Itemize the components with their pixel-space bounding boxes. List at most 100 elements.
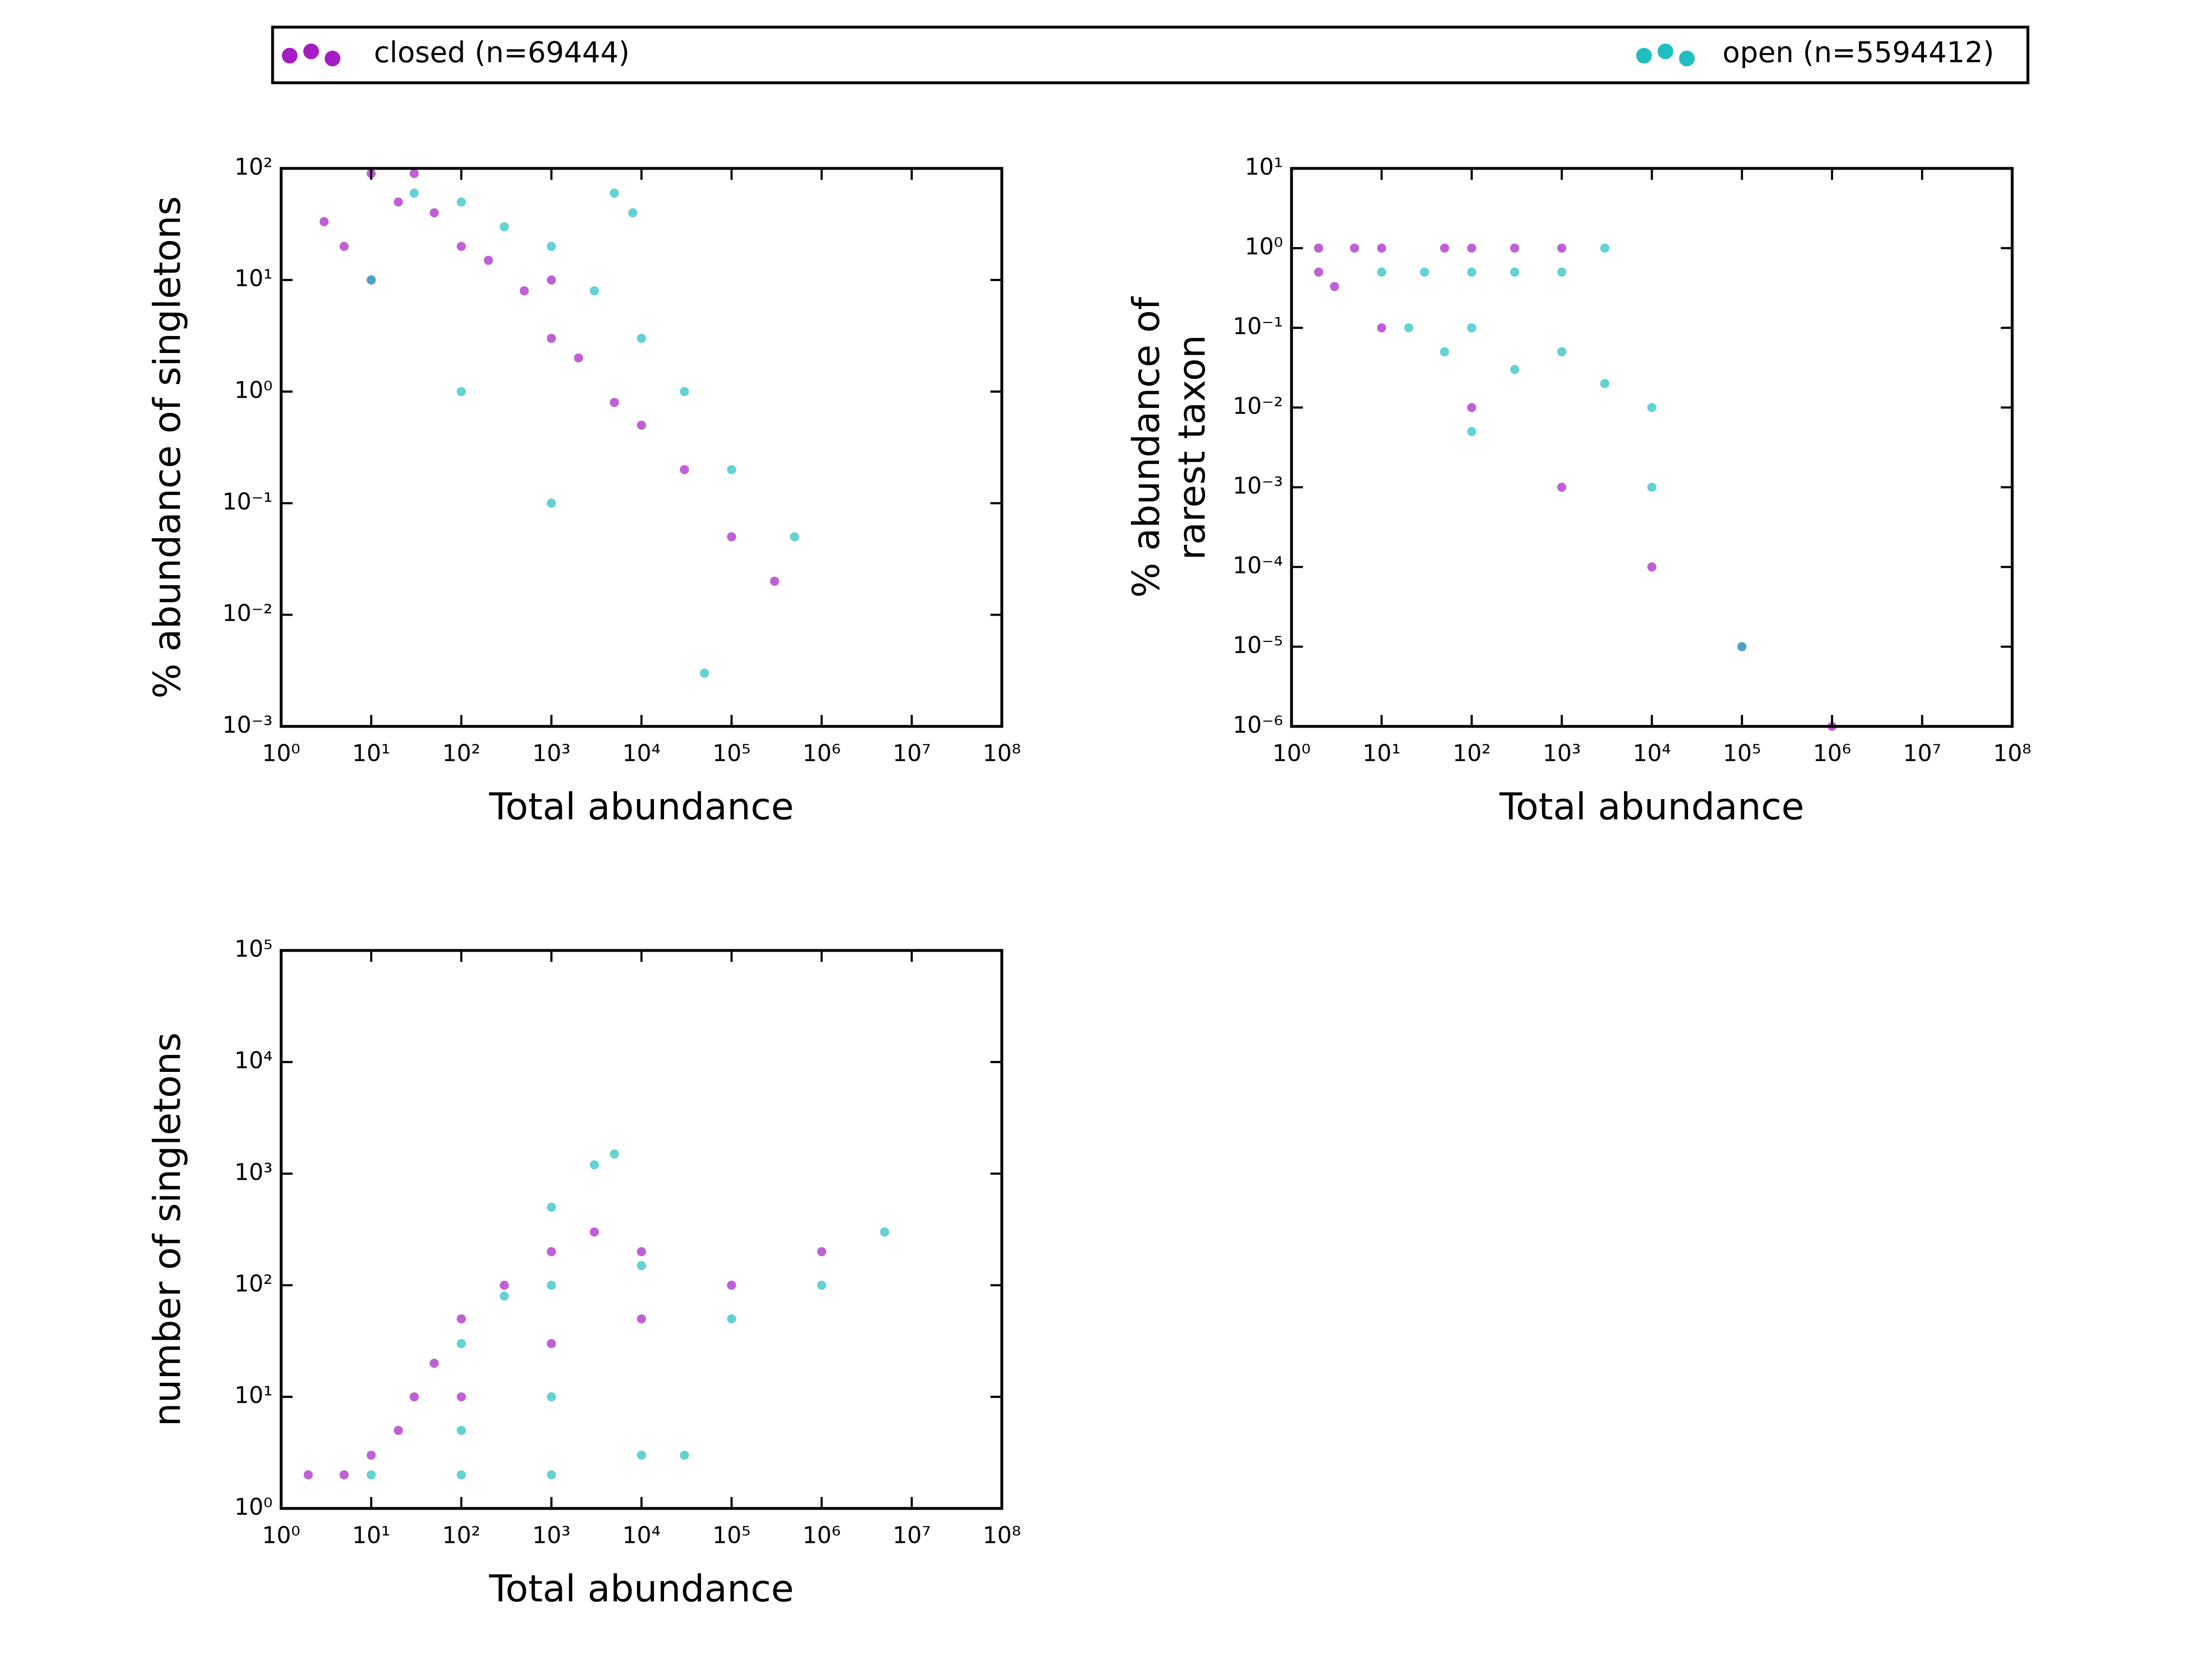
point — [457, 1339, 466, 1348]
plot-frame — [279, 167, 1004, 728]
point — [339, 1470, 349, 1480]
point — [457, 1470, 466, 1480]
point — [457, 1392, 466, 1402]
point — [1647, 562, 1657, 572]
point — [1557, 347, 1566, 357]
x-axis-label: Total abundance — [1499, 785, 1804, 828]
x-tick-label: 10⁵ — [712, 740, 751, 767]
point — [394, 1426, 403, 1435]
x-tick-label: 10⁸ — [982, 1522, 1021, 1549]
point — [1350, 243, 1359, 253]
point — [1647, 482, 1657, 492]
x-tick-label: 10⁰ — [262, 740, 300, 767]
legend-marker — [1679, 50, 1695, 66]
point — [547, 1392, 556, 1402]
point — [457, 1314, 466, 1324]
x-axis-label: Total abundance — [488, 1567, 794, 1610]
x-tick-label: 10⁷ — [1903, 740, 1941, 767]
point — [1467, 267, 1477, 277]
x-tick-label: 10⁷ — [893, 740, 931, 767]
x-tick-label: 10² — [442, 740, 481, 767]
x-tick-label: 10⁶ — [1813, 740, 1851, 767]
legend-marker — [1636, 47, 1652, 64]
y-tick-label: 10⁻¹ — [222, 488, 272, 515]
y-tick-label: 10⁻⁶ — [1233, 712, 1283, 738]
legend-label: closed (n=69444) — [374, 36, 629, 69]
point — [547, 1281, 556, 1290]
point — [817, 1247, 826, 1256]
point — [457, 197, 466, 207]
point — [589, 1227, 599, 1237]
legend-marker — [282, 47, 298, 64]
point — [1557, 243, 1566, 253]
x-tick-label: 10⁰ — [262, 1522, 300, 1549]
point — [1510, 243, 1519, 253]
legend-box — [271, 25, 2030, 84]
point — [457, 241, 466, 251]
x-tick-label: 10⁴ — [623, 740, 661, 767]
point — [366, 275, 376, 285]
point — [547, 241, 556, 251]
point — [429, 208, 439, 218]
y-tick-label: 10⁰ — [235, 1494, 273, 1520]
point — [610, 398, 619, 407]
plot-frame — [279, 949, 1004, 1510]
point — [1314, 267, 1324, 277]
y-axis-label: % abundance of — [1124, 296, 1168, 598]
point — [680, 387, 689, 396]
x-tick-label: 10⁶ — [803, 740, 841, 767]
plot-frame — [1290, 167, 2014, 728]
point — [319, 217, 329, 226]
point — [610, 1149, 619, 1159]
point — [457, 387, 466, 396]
point — [547, 499, 556, 508]
point — [880, 1227, 889, 1237]
y-tick-label: 10⁰ — [1245, 233, 1283, 260]
point — [727, 532, 736, 541]
point — [1510, 365, 1519, 374]
point — [637, 1247, 646, 1256]
point — [790, 532, 800, 541]
point — [1737, 642, 1747, 652]
point — [1557, 482, 1566, 492]
point — [1314, 243, 1324, 253]
point — [1377, 267, 1386, 277]
point — [637, 1314, 646, 1324]
point — [727, 1314, 736, 1324]
x-tick-label: 10⁵ — [712, 1522, 751, 1549]
point — [1467, 403, 1477, 412]
legend-marker — [324, 50, 341, 66]
y-tick-label: 10⁻⁴ — [1233, 552, 1283, 579]
x-tick-label: 10³ — [1543, 740, 1581, 767]
y-axis-label: % abundance of singletons — [145, 196, 188, 699]
point — [409, 188, 419, 198]
point — [1467, 323, 1477, 333]
x-tick-label: 10² — [1453, 740, 1491, 767]
point — [429, 1359, 439, 1368]
point — [366, 1470, 376, 1480]
x-tick-label: 10⁰ — [1272, 740, 1311, 767]
point — [519, 286, 529, 295]
x-tick-label: 10² — [442, 1522, 481, 1549]
y-tick-label: 10⁴ — [235, 1047, 273, 1074]
point — [547, 1470, 556, 1480]
y-tick-label: 10⁻² — [222, 600, 272, 627]
point — [409, 1392, 419, 1402]
y-tick-label: 10² — [235, 153, 273, 180]
point — [500, 222, 509, 231]
point — [589, 286, 599, 295]
point — [366, 1450, 376, 1460]
point — [680, 465, 689, 474]
x-tick-label: 10⁶ — [803, 1522, 841, 1549]
legend-label: open (n=5594412) — [1723, 36, 1994, 69]
x-tick-label: 10⁵ — [1723, 740, 1761, 767]
point — [304, 1470, 313, 1480]
y-tick-label: 10⁵ — [235, 935, 273, 962]
point — [1420, 267, 1430, 277]
point — [1404, 323, 1413, 333]
y-tick-label: 10⁰ — [235, 377, 273, 403]
point — [1467, 427, 1477, 436]
point — [637, 1450, 646, 1460]
x-tick-label: 10⁸ — [982, 740, 1021, 767]
